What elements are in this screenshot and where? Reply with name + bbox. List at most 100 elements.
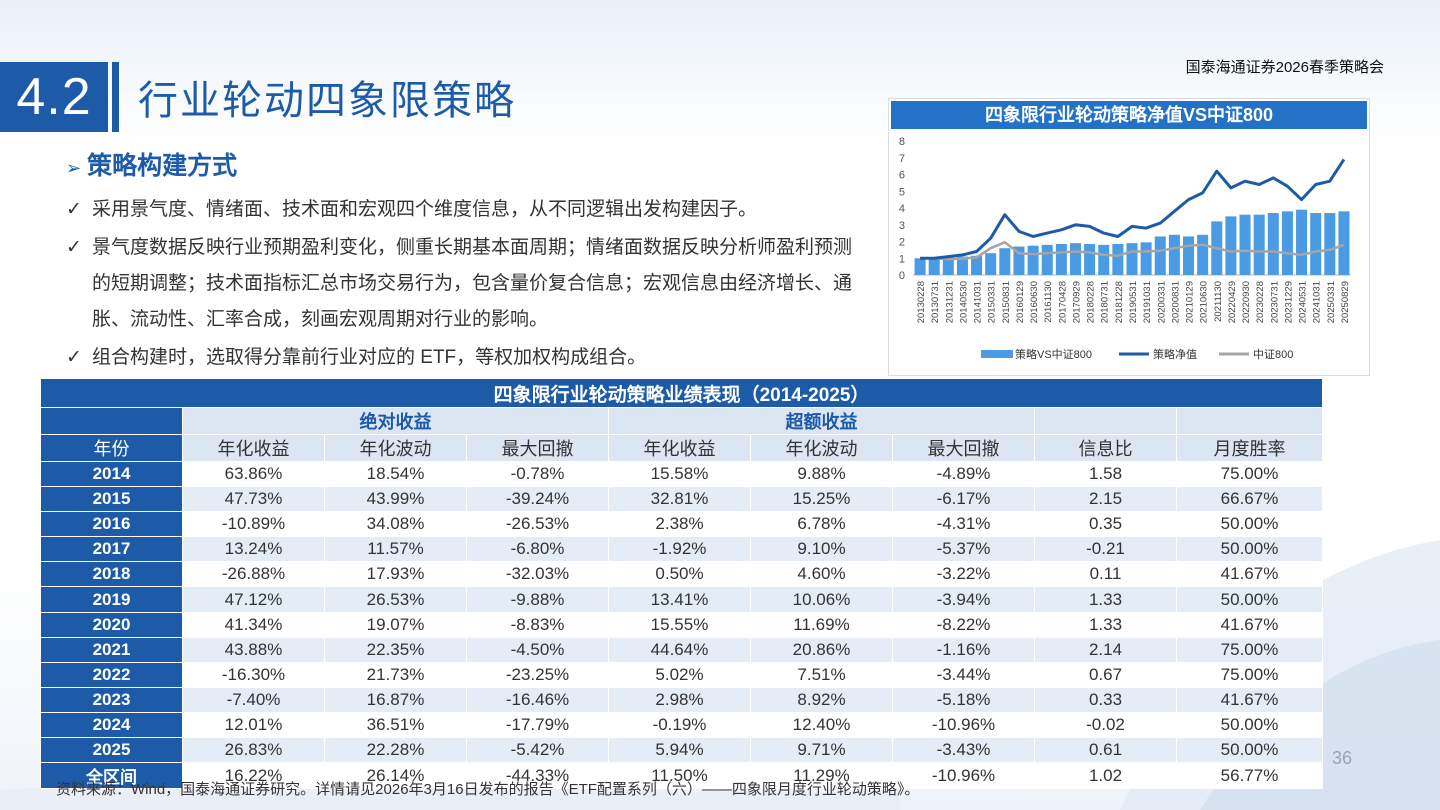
table-cell: -0.02 (1034, 711, 1177, 739)
chart-svg: 0 1 2 3 4 5 6 7 8 20130228 20130731 20131231 2014053… (899, 136, 1351, 361)
x-tick-label: 20130731 (930, 281, 941, 323)
bullet-text: 组合构建时，选取得分靠前行业对应的 ETF，等权加权构成组合。 (92, 347, 647, 368)
table-cell: 17.93% (324, 561, 467, 588)
bar-mark (942, 257, 954, 275)
column-header: 年化波动 (750, 434, 893, 462)
table-cell: 36.51% (324, 711, 467, 739)
x-tick-label: 20211130 (1213, 281, 1224, 322)
table-cell: 20.86% (750, 636, 893, 663)
table-cell: 44.64% (608, 636, 751, 663)
bar-mark (1154, 236, 1166, 275)
bar-mark (1310, 213, 1322, 275)
x-tick-label: 20250829 (1340, 281, 1351, 323)
table-cell: 41.67% (1176, 686, 1323, 713)
x-tick-label: 20131231 (944, 281, 955, 323)
x-tick-label: 20141031 (973, 281, 984, 323)
x-tick-label: 20170929 (1071, 281, 1082, 323)
section-divider (112, 62, 119, 132)
table-cell: 15.25% (750, 486, 893, 513)
table-cell: 5.02% (608, 661, 751, 688)
table-cell: 8.92% (750, 686, 893, 713)
table-cell: 16.87% (324, 686, 467, 713)
bar-mark (999, 248, 1011, 275)
table-cell: -0.19% (608, 711, 751, 739)
table-cell: 2.14 (1034, 636, 1177, 663)
y-tick-label: 7 (899, 153, 905, 165)
table-cell: 1.58 (1034, 460, 1177, 488)
y-tick-label: 3 (899, 220, 905, 232)
table-cell: 2.38% (608, 511, 751, 538)
table-row: 2022 -16.30% 21.73% -23.25% 5.02% 7.51% -3.44%… (40, 661, 1323, 688)
bar-mark (971, 255, 983, 275)
performance-table: 四象限行业轮动策略业绩表现（2014-2025） 绝对收益 超额收益 年份 年化… (40, 378, 1323, 790)
table-cell: -5.42% (466, 737, 609, 764)
bar-mark (1112, 244, 1124, 275)
bar-mark (1267, 213, 1279, 275)
table-cell: 32.81% (608, 486, 751, 513)
table-group-blank (1176, 407, 1323, 435)
checkmark-icon: ✓ (66, 199, 82, 220)
table-cell: 43.99% (324, 486, 467, 513)
checkmark-icon: ✓ (66, 237, 82, 258)
x-tick-label: 20160630 (1029, 281, 1040, 323)
bullet-text: 采用景气度、情绪面、技术面和宏观四个维度信息，从不同逻辑出发构建因子。 (92, 199, 758, 220)
bar-mark (985, 253, 997, 275)
bar-mark (1013, 246, 1025, 275)
table-cell: -0.21 (1034, 536, 1177, 563)
row-year: 2023 (40, 686, 183, 713)
x-tick-label: 20241031 (1312, 281, 1323, 323)
arrow-right-icon: ➢ (66, 158, 82, 178)
table-cell: 1.33 (1034, 611, 1177, 638)
table-cell: 41.34% (182, 611, 325, 638)
x-tick-label: 20180731 (1100, 281, 1111, 323)
bullet-text: 景气度数据反映行业预期盈利变化，侧重长期基本面周期；情绪面数据反映分析师盈利预测… (92, 237, 853, 330)
row-year: 2020 (40, 611, 183, 638)
x-tick-label: 20160129 (1015, 281, 1026, 323)
x-tick-label: 20200331 (1156, 281, 1167, 323)
table-cell: -0.78% (466, 460, 609, 488)
table-cell: -8.83% (466, 611, 609, 638)
table-cell: -7.40% (182, 686, 325, 713)
bar-mark (1140, 242, 1152, 275)
table-cell: 11.29% (750, 762, 893, 790)
series-line-strategy (920, 158, 1346, 260)
table-cell: -6.17% (892, 486, 1035, 513)
bar-mark (1084, 244, 1096, 275)
x-tick-label: 20250331 (1326, 281, 1337, 323)
column-header: 年化收益 (182, 434, 325, 462)
table-cell: -26.88% (182, 561, 325, 588)
row-year: 全区间 (40, 762, 183, 790)
x-tick-label: 20170428 (1057, 281, 1068, 323)
table-cell: 12.01% (182, 711, 325, 739)
table-cell: -16.30% (182, 661, 325, 688)
x-tick-label: 20231229 (1283, 281, 1294, 323)
table-cell: 26.53% (324, 586, 467, 613)
bar-mark (1281, 211, 1293, 275)
table-cell: 1.33 (1034, 586, 1177, 613)
bar-mark (1126, 243, 1138, 275)
table-cell: 56.77% (1176, 762, 1323, 790)
table-row: 2016 -10.89% 34.08% -26.53% 2.38% 6.78% -4.31%… (40, 511, 1323, 538)
table-cell: -17.79% (466, 711, 609, 739)
x-tick-label: 20130228 (916, 281, 927, 323)
table-row: 2021 43.88% 22.35% -4.50% 44.64% 20.86% -1.16%… (40, 636, 1323, 663)
table-cell: 75.00% (1176, 460, 1323, 488)
table-cell: 22.28% (324, 737, 467, 764)
table-cell: 66.67% (1176, 486, 1323, 513)
bar-mark (956, 256, 968, 275)
table-cell: -9.88% (466, 586, 609, 613)
table-group-blank (1034, 407, 1177, 435)
table-cell: 63.86% (182, 460, 325, 488)
column-header: 月度胜率 (1176, 434, 1323, 462)
table-cell: -5.37% (892, 536, 1035, 563)
table-cell: 26.83% (182, 737, 325, 764)
bar-mark (928, 258, 940, 275)
bar-mark (1027, 245, 1039, 275)
table-cell: 16.22% (182, 762, 325, 790)
bar-mark (1098, 244, 1110, 275)
table-cell: -6.80% (466, 536, 609, 563)
table-cell: 1.02 (1034, 762, 1177, 790)
table-cell: -1.16% (892, 636, 1035, 663)
y-tick-label: 6 (899, 170, 905, 182)
table-cell: -3.44% (892, 661, 1035, 688)
